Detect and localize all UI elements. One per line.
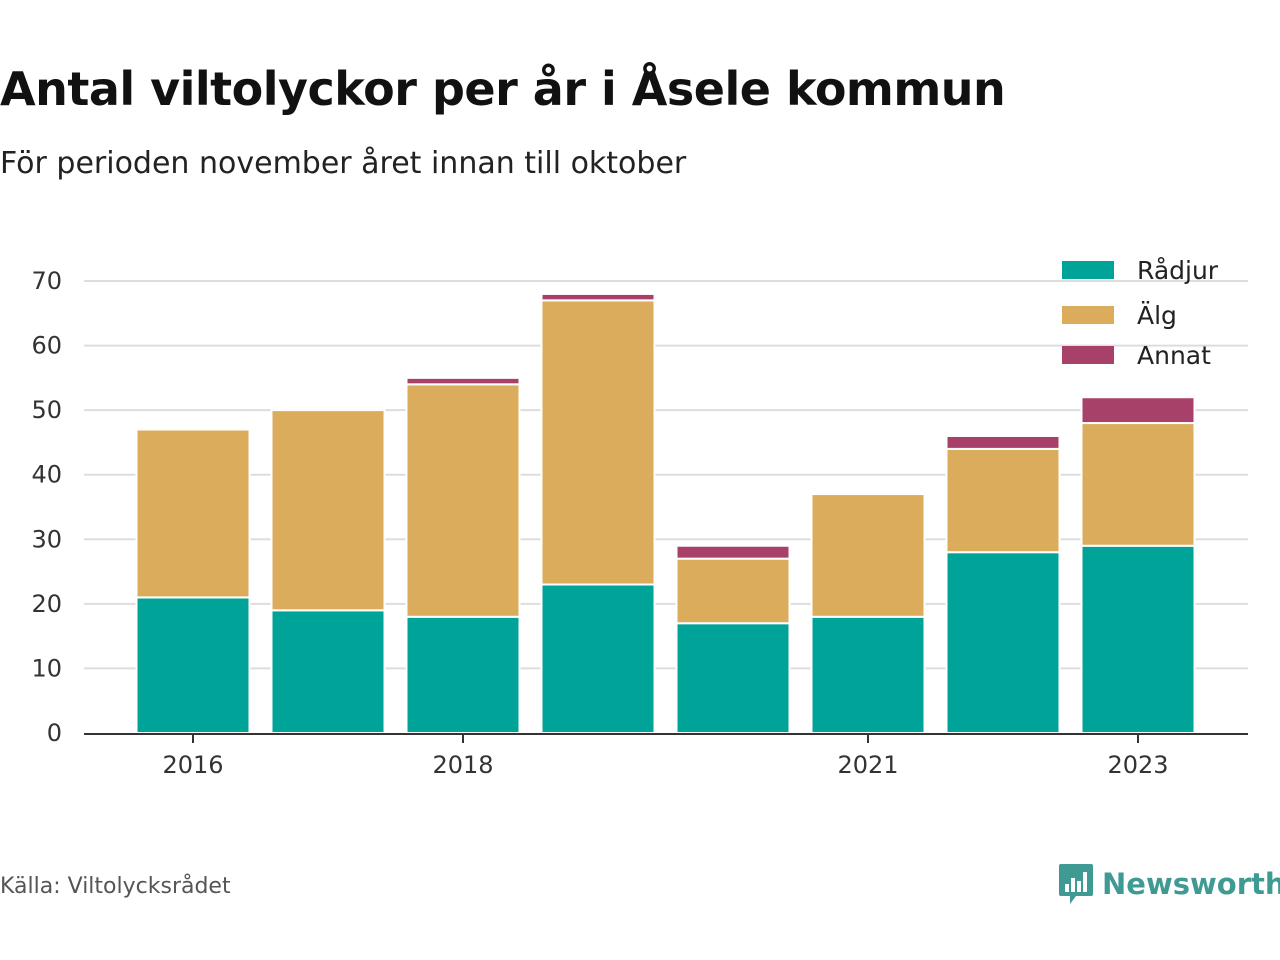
- bar-segment-rådjur: [405, 615, 521, 734]
- y-tick-label: 50: [31, 396, 62, 424]
- bar-segment-annat: [1080, 396, 1196, 425]
- y-tick-label: 30: [31, 525, 62, 553]
- bar-segment-älg: [675, 557, 791, 625]
- bar-segment-älg: [405, 383, 521, 618]
- chart-subtitle: För perioden november året innan till ok…: [0, 146, 687, 181]
- legend-swatch-annat: [1062, 346, 1114, 364]
- bar-segment-annat: [675, 544, 791, 560]
- stacked-bar-chart: 0 10 20 30 40 50 60 70 2016 2018 2021 2023 Rådjur Ä…: [31, 256, 1248, 779]
- bar-segment-rådjur: [1080, 544, 1196, 734]
- y-tick-label: 10: [31, 654, 62, 682]
- legend-label-annat: Annat: [1137, 341, 1211, 370]
- x-tick-label: 2021: [837, 751, 898, 779]
- chart-title: Antal viltolyckor per år i Åsele kommun: [0, 62, 1006, 116]
- legend-label-rådjur: Rådjur: [1137, 256, 1219, 285]
- bar-segment-rådjur: [270, 609, 386, 734]
- legend-swatch-älg: [1062, 306, 1114, 324]
- legend-label-älg: Älg: [1137, 301, 1177, 330]
- y-tick-label: 20: [31, 590, 62, 618]
- y-tick-label: 0: [47, 719, 62, 747]
- bar-chart-logo-icon: [1059, 864, 1093, 904]
- bar-segment-rådjur: [135, 596, 251, 735]
- y-tick-label: 40: [31, 461, 62, 489]
- bar-segment-rådjur: [540, 583, 656, 734]
- bar-segment-älg: [270, 409, 386, 612]
- x-axis-ticks: 2016 2018 2021 2023: [162, 735, 1169, 779]
- bar-segment-älg: [810, 493, 926, 618]
- bar-segment-annat: [405, 376, 521, 386]
- bar-segment-älg: [135, 428, 251, 599]
- brand-name: Newsworthy: [1102, 867, 1280, 901]
- bar-segment-älg: [945, 447, 1061, 554]
- bar-segment-älg: [1080, 422, 1196, 547]
- x-tick-label: 2018: [432, 751, 493, 779]
- x-tick-label: 2016: [162, 751, 223, 779]
- bars: [135, 292, 1196, 735]
- x-tick-label: 2023: [1107, 751, 1168, 779]
- grid-lines: [84, 280, 1248, 670]
- bar-segment-annat: [945, 434, 1061, 450]
- brand-logo: Newsworthy: [1058, 862, 1280, 906]
- legend-swatch-rådjur: [1062, 261, 1114, 279]
- bar-segment-rådjur: [945, 551, 1061, 735]
- bar-segment-annat: [540, 292, 656, 302]
- y-tick-label: 60: [31, 332, 62, 360]
- legend: Rådjur Älg Annat: [1062, 256, 1219, 370]
- bar-segment-älg: [540, 299, 656, 586]
- y-axis-ticks: 0 10 20 30 40 50 60 70: [31, 267, 62, 747]
- bar-segment-rådjur: [675, 622, 791, 735]
- bar-segment-rådjur: [810, 615, 926, 734]
- source-note: Källa: Viltolycksrådet: [0, 874, 231, 899]
- y-tick-label: 70: [31, 267, 62, 295]
